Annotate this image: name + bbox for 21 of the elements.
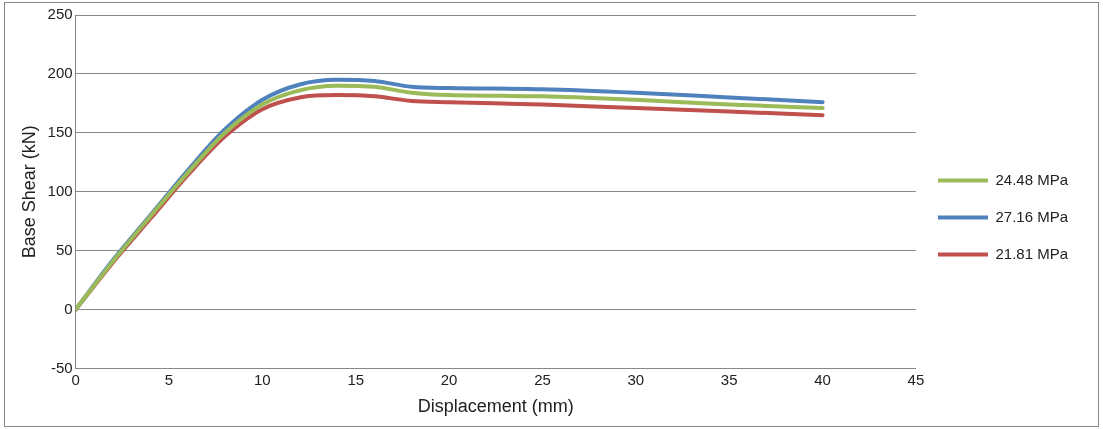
y-tick-label: -50 (50, 358, 73, 376)
y-axis-title: Base Shear (kN) (18, 125, 39, 259)
x-tick-label: 45 (907, 370, 925, 388)
x-tick-label: 30 (627, 370, 645, 388)
x-tick-label: 35 (720, 370, 738, 388)
x-axis-title: Displacement (mm) (417, 396, 574, 417)
legend-label: 21.81 MPa (995, 244, 1069, 262)
x-tick-label: 20 (440, 370, 458, 388)
legend-label: 27.16 MPa (995, 207, 1069, 225)
x-tick-label: 5 (164, 370, 174, 388)
y-tick-label: 250 (47, 5, 73, 23)
y-tick-label: 50 (55, 240, 73, 258)
x-tick-label: 15 (347, 370, 365, 388)
x-tick-label: 25 (534, 370, 551, 388)
y-tick-label: 200 (47, 64, 73, 82)
x-tick-label: 40 (814, 370, 831, 388)
y-tick-label: 150 (47, 122, 73, 140)
y-tick-label: 100 (47, 181, 73, 199)
y-tick-label: 0 (64, 299, 73, 317)
legend-label: 24.48 MPa (995, 170, 1069, 188)
x-tick-label: 10 (254, 370, 271, 388)
